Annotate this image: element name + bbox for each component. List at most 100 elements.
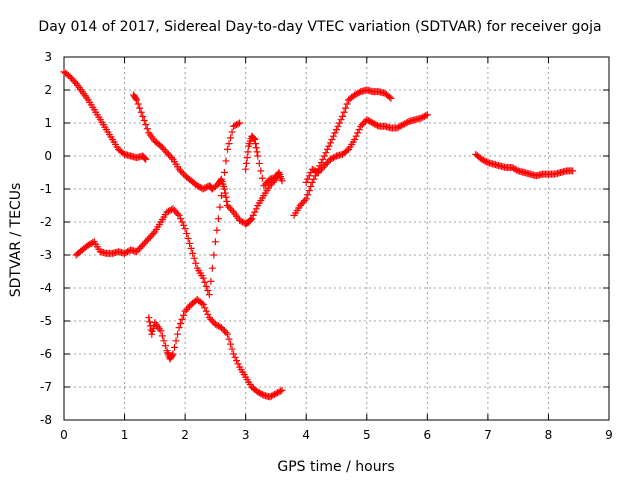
data-point bbox=[211, 320, 219, 328]
data-point bbox=[387, 94, 395, 102]
data-point bbox=[342, 104, 350, 112]
data-point bbox=[171, 206, 179, 214]
data-point bbox=[242, 159, 250, 167]
data-point bbox=[192, 259, 200, 267]
data-point bbox=[479, 156, 487, 164]
data-point bbox=[234, 120, 242, 128]
data-point bbox=[146, 318, 154, 326]
data-point bbox=[250, 135, 258, 143]
data-point bbox=[142, 238, 150, 246]
data-point bbox=[396, 122, 404, 130]
data-point bbox=[320, 162, 328, 170]
x-tick-label: 9 bbox=[605, 428, 613, 442]
data-point bbox=[236, 119, 244, 127]
data-point bbox=[136, 104, 144, 112]
data-point bbox=[234, 360, 242, 368]
data-point bbox=[223, 197, 231, 205]
data-point bbox=[569, 167, 577, 175]
data-point bbox=[87, 239, 95, 247]
data-point bbox=[199, 185, 207, 193]
data-point bbox=[198, 299, 206, 307]
data-point bbox=[385, 93, 393, 101]
data-point bbox=[316, 167, 324, 175]
data-point bbox=[222, 193, 230, 201]
data-point bbox=[326, 139, 334, 147]
data-point bbox=[343, 147, 351, 155]
data-point bbox=[228, 206, 236, 214]
data-point bbox=[208, 264, 216, 272]
data-point bbox=[205, 314, 213, 322]
data-point bbox=[142, 155, 150, 163]
x-axis-label: GPS time / hours bbox=[277, 459, 394, 475]
series-track-c bbox=[72, 119, 244, 299]
data-point bbox=[169, 350, 177, 358]
data-point bbox=[157, 327, 165, 335]
y-tick-label: 1 bbox=[44, 116, 52, 130]
data-point bbox=[204, 286, 212, 294]
data-point bbox=[263, 178, 271, 186]
data-point bbox=[340, 108, 348, 116]
data-point bbox=[167, 154, 175, 162]
data-point bbox=[334, 122, 342, 130]
data-point bbox=[278, 386, 286, 394]
data-point bbox=[183, 230, 191, 238]
data-point bbox=[174, 330, 182, 338]
data-point bbox=[305, 172, 313, 180]
data-point bbox=[399, 121, 407, 129]
data-point bbox=[257, 167, 265, 175]
y-tick-label: -2 bbox=[40, 215, 52, 229]
data-point bbox=[228, 345, 236, 353]
data-point bbox=[254, 152, 262, 160]
data-point bbox=[323, 159, 331, 167]
data-point bbox=[310, 175, 318, 183]
data-point bbox=[314, 169, 322, 176]
y-tick-label: 0 bbox=[44, 149, 52, 163]
data-point bbox=[339, 112, 347, 120]
data-point bbox=[214, 215, 222, 223]
data-point bbox=[225, 140, 233, 148]
data-point bbox=[266, 393, 274, 401]
x-tick-label: 0 bbox=[60, 428, 68, 442]
data-point bbox=[148, 231, 156, 239]
data-point bbox=[369, 119, 377, 127]
y-tick-label: -7 bbox=[40, 380, 52, 394]
data-point bbox=[325, 142, 333, 150]
data-point bbox=[184, 235, 192, 242]
y-tick-label: 3 bbox=[44, 50, 52, 64]
data-point bbox=[331, 153, 339, 161]
data-point bbox=[255, 389, 263, 397]
x-tick-label: 6 bbox=[424, 428, 432, 442]
data-point bbox=[329, 154, 337, 162]
data-point bbox=[137, 243, 145, 251]
data-point bbox=[402, 119, 410, 127]
data-point bbox=[331, 129, 339, 137]
data-point bbox=[508, 164, 516, 172]
data-point bbox=[164, 150, 172, 158]
data-point bbox=[357, 122, 365, 130]
data-point bbox=[258, 174, 266, 182]
data-point bbox=[336, 119, 344, 127]
data-point bbox=[231, 353, 239, 361]
data-point bbox=[310, 166, 318, 174]
data-point bbox=[231, 121, 239, 129]
data-point bbox=[228, 128, 236, 136]
data-point bbox=[299, 198, 307, 206]
data-point bbox=[417, 114, 425, 122]
data-point bbox=[186, 239, 194, 247]
data-point bbox=[217, 192, 225, 200]
data-point bbox=[257, 390, 265, 398]
data-point bbox=[358, 121, 366, 129]
series-track-d bbox=[145, 296, 286, 401]
data-point bbox=[237, 217, 245, 225]
data-point bbox=[71, 78, 79, 86]
y-tick-label: -1 bbox=[40, 182, 52, 196]
data-point bbox=[370, 120, 378, 128]
data-point bbox=[319, 164, 327, 172]
data-point bbox=[225, 335, 233, 343]
data-point bbox=[149, 230, 157, 238]
data-point bbox=[204, 310, 212, 318]
data-point bbox=[420, 112, 428, 120]
data-point bbox=[177, 319, 185, 327]
data-point bbox=[307, 183, 315, 191]
data-point bbox=[393, 124, 401, 132]
